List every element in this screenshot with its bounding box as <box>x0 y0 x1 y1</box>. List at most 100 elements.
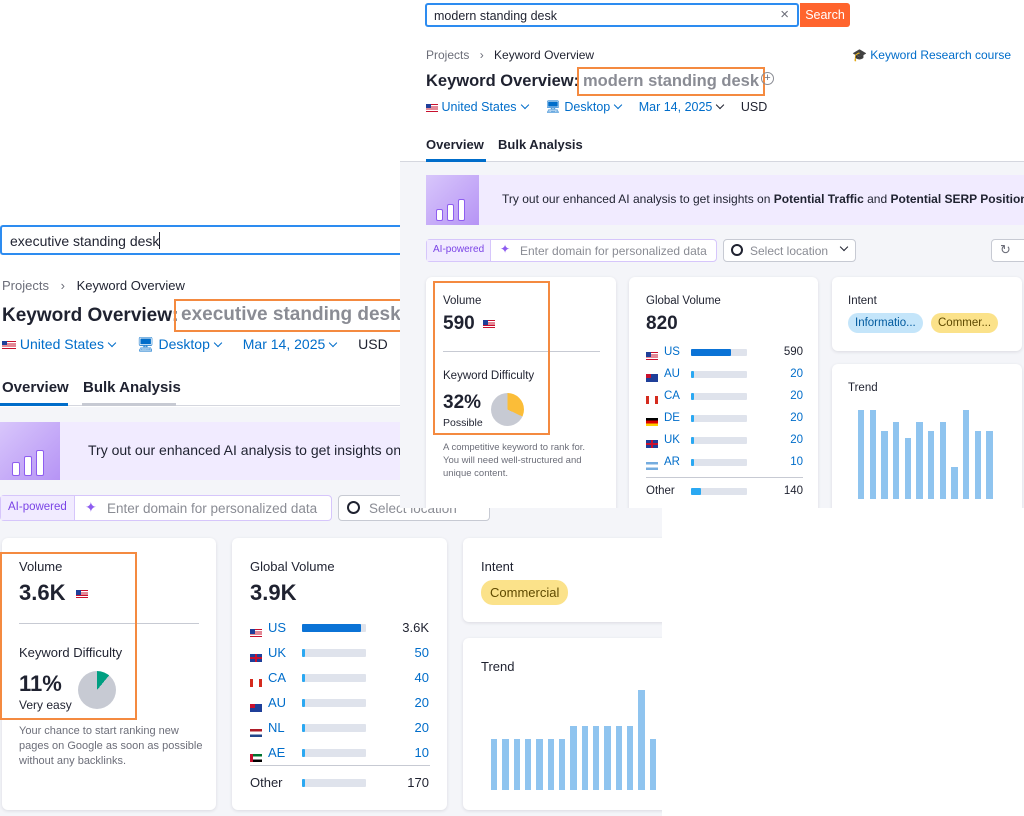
keyword-text: modern standing desk <box>583 72 760 90</box>
ca-flag-icon <box>250 679 262 688</box>
location-pin-icon <box>731 244 743 256</box>
course-link[interactable]: 🎓 Keyword Research course <box>852 48 1012 62</box>
breadcrumb-current: Keyword Overview <box>76 278 185 293</box>
intent-badge-commercial: Commer... <box>931 313 999 333</box>
country-code[interactable]: US <box>268 620 287 635</box>
volume-card: Volume 590 Keyword Difficulty 32% Possib… <box>426 277 616 508</box>
country-volume[interactable]: 20 <box>414 695 429 710</box>
country-code[interactable]: US <box>664 346 680 358</box>
country-code[interactable]: DE <box>664 412 680 424</box>
country-code[interactable]: NL <box>268 720 285 735</box>
country-row: NL 20 <box>232 720 447 745</box>
trend-bar <box>547 739 554 790</box>
clear-search-icon[interactable]: × <box>780 6 789 23</box>
country-volume[interactable]: 50 <box>414 645 429 660</box>
breadcrumb: Projects › Keyword Overview <box>426 48 594 62</box>
trend-chart <box>491 690 661 790</box>
country-code[interactable]: AU <box>664 368 680 380</box>
country-volume[interactable]: 20 <box>790 412 803 424</box>
tab-bulk-analysis[interactable]: Bulk Analysis <box>83 379 181 396</box>
trend-card: Trend <box>463 638 662 810</box>
volume-highlight-box <box>433 281 550 435</box>
other-value: 140 <box>783 485 803 497</box>
country-volume-bar <box>302 699 366 707</box>
filter-row: United States 🖥 Desktop Mar 14, 2025 USD <box>2 336 388 353</box>
country-volume[interactable]: 10 <box>414 745 429 760</box>
kd-value: 32% <box>443 392 482 413</box>
device-selector[interactable]: 🖥 Desktop <box>137 336 223 352</box>
device-selector[interactable]: 🖥 Desktop <box>545 100 623 114</box>
trend-bar <box>974 431 982 499</box>
country-code[interactable]: CA <box>664 390 680 402</box>
kd-rating: Very easy <box>19 698 72 712</box>
tab-active-underline <box>426 159 486 162</box>
other-label: Other <box>646 485 675 497</box>
chevron-down-icon <box>520 100 529 110</box>
currency-label: USD <box>358 336 388 352</box>
trend-bar <box>604 726 611 790</box>
country-row: AE 10 <box>232 745 447 770</box>
country-code[interactable]: UK <box>664 434 680 446</box>
country-volume[interactable]: 40 <box>414 670 429 685</box>
kd-donut-chart <box>491 393 524 426</box>
trend-card: Trend <box>832 364 1022 508</box>
uk-flag-icon <box>646 439 658 448</box>
search-input[interactable]: modern standing desk <box>434 9 557 23</box>
breadcrumb-projects[interactable]: Projects <box>2 278 49 293</box>
country-code[interactable]: CA <box>268 670 287 685</box>
country-row: US 590 <box>629 346 818 368</box>
chevron-down-icon <box>613 100 623 110</box>
database-selector[interactable]: United States <box>2 336 117 352</box>
add-keyword-icon[interactable]: + <box>761 72 774 85</box>
ai-powered-badge: AI-powered <box>427 240 492 261</box>
volume-highlight-box <box>0 552 137 720</box>
intent-label: Intent <box>481 559 514 574</box>
country-code[interactable]: AU <box>268 695 287 710</box>
ai-domain-input[interactable]: AI-powered ✦ Enter domain for personaliz… <box>0 495 332 521</box>
date-selector[interactable]: Mar 14, 2025 <box>243 336 338 352</box>
de-flag-icon <box>646 417 658 426</box>
date-selector[interactable]: Mar 14, 2025 <box>639 100 725 114</box>
country-volume: 590 <box>783 346 803 358</box>
location-pin-icon <box>347 501 360 514</box>
front-screenshot: modern standing desk × Search Projects ›… <box>400 0 1024 508</box>
desktop-icon: 🖥 <box>545 100 561 114</box>
country-volume[interactable]: 20 <box>790 434 803 446</box>
global-volume-card: Global Volume 3.9K US 3.6K UK 50 CA 40 AU 20 NL 2… <box>232 538 447 810</box>
global-volume-value: 820 <box>646 313 678 334</box>
refresh-button[interactable]: ↻ <box>991 239 1024 262</box>
uk-flag-icon <box>250 654 262 663</box>
location-select[interactable]: Select location <box>723 239 856 262</box>
chevron-down-icon <box>716 100 725 110</box>
breadcrumb-separator-icon: › <box>60 278 65 293</box>
ai-banner: Try out our enhanced AI analysis to get … <box>426 175 1024 225</box>
country-volume[interactable]: 20 <box>414 720 429 735</box>
ai-domain-input[interactable]: AI-powered ✦ Enter domain for personaliz… <box>426 239 717 262</box>
tab-bulk-analysis[interactable]: Bulk Analysis <box>498 137 583 152</box>
search-input[interactable]: executive standing desk <box>10 233 160 249</box>
country-volume[interactable]: 20 <box>790 368 803 380</box>
database-selector[interactable]: United States <box>426 100 529 114</box>
country-volume[interactable]: 10 <box>790 456 803 468</box>
trend-bar <box>928 431 935 499</box>
sparkle-icon: ✦ <box>85 499 97 515</box>
intent-card: Intent Commercial <box>463 538 662 622</box>
country-volume[interactable]: 20 <box>790 390 803 402</box>
country-code[interactable]: AE <box>268 745 286 760</box>
country-code[interactable]: AR <box>664 456 680 468</box>
tab-overview[interactable]: Overview <box>426 137 484 152</box>
breadcrumb-projects[interactable]: Projects <box>426 48 470 62</box>
chevron-down-icon <box>107 338 117 348</box>
search-button[interactable]: Search <box>800 3 850 27</box>
tab-overview[interactable]: Overview <box>2 379 69 396</box>
front-search-input-box[interactable]: modern standing desk × <box>425 3 799 27</box>
card-divider <box>443 351 600 352</box>
country-volume-bar <box>691 459 747 466</box>
us-flag-icon <box>2 340 16 350</box>
intent-badge-informational: Informatio... <box>848 313 923 333</box>
domain-input-placeholder: Enter domain for personalized data <box>520 244 707 258</box>
card-divider <box>19 623 199 624</box>
global-volume-label: Global Volume <box>646 295 721 307</box>
country-code[interactable]: UK <box>268 645 287 660</box>
breadcrumb: Projects › Keyword Overview <box>2 278 185 293</box>
